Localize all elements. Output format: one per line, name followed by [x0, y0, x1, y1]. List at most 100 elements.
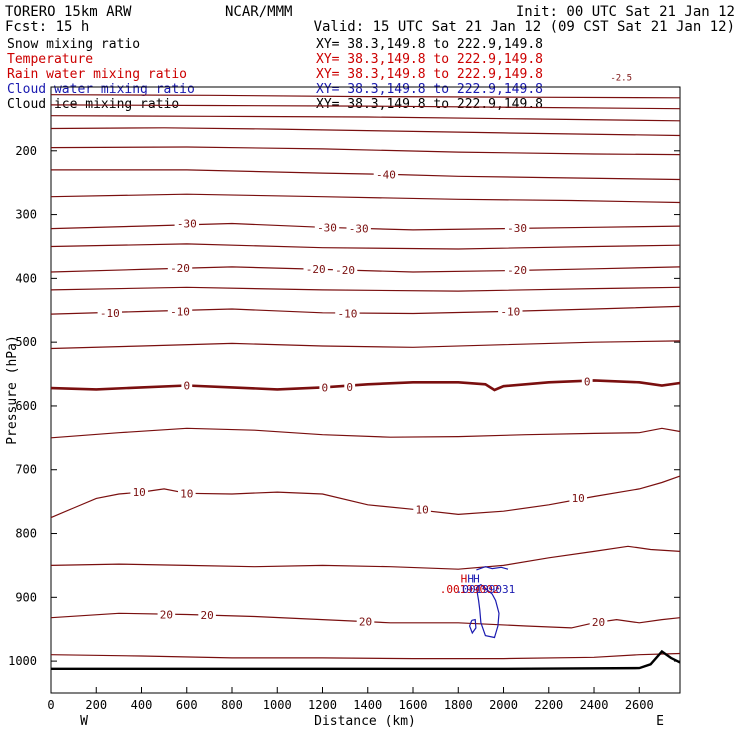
contour-label: 0	[584, 376, 591, 389]
isotherm-m20	[50, 266, 681, 273]
contour-label: -40	[376, 168, 396, 181]
contour-label: 10	[133, 486, 146, 499]
isotherm-m50	[50, 127, 681, 137]
contour-label-bg	[344, 380, 356, 393]
isotherm-10	[50, 475, 681, 519]
contour-label-bg	[504, 264, 530, 277]
field-xy-cloud-water: XY= 38.3,149.8 to 222.9,149.8	[316, 82, 543, 97]
isotherm-0	[50, 379, 681, 392]
contour-label-layer: -40 -30 -30 -30 -30 -20 -20 -20 -20 -10 -10 -10 -10 0…	[97, 74, 632, 629]
x-tick-label: 1600	[399, 698, 428, 712]
contour-label: 10	[572, 492, 585, 505]
overlap-label: -2.5	[610, 74, 632, 84]
contour-label-bg	[335, 307, 360, 320]
contour-label-bg	[356, 615, 375, 628]
west-label: W	[80, 714, 88, 729]
terrain-layer	[51, 649, 681, 670]
contour-label: 20	[592, 616, 605, 629]
terrain-line	[51, 649, 681, 670]
contour-label-bg	[504, 222, 530, 234]
x-tick-label: 200	[85, 698, 107, 712]
plot-frame	[50, 86, 681, 694]
y-tick-label: 400	[15, 271, 37, 285]
contour-label-bg	[198, 609, 216, 622]
y-tick-label: 900	[15, 590, 37, 604]
y-tick-label: 200	[15, 144, 37, 158]
field-xy-temperature: XY= 38.3,149.8 to 222.9,149.8	[316, 52, 543, 67]
max-marker: H	[473, 573, 480, 586]
field-legend: Snow mixing ratio XY= 38.3,149.8 to 222.…	[7, 37, 543, 112]
isotherm-m10	[50, 305, 681, 315]
x-tick-label: 1400	[353, 698, 382, 712]
x-tick-label: 1200	[308, 698, 337, 712]
x-tick-label: 2200	[534, 698, 563, 712]
contour-label: -10	[500, 306, 520, 319]
y-tick-label: 800	[15, 527, 37, 541]
contour-label: -20	[306, 263, 326, 276]
contour-label: -20	[335, 264, 355, 277]
contour-label: 20	[160, 609, 173, 622]
contour-label-bg	[167, 262, 193, 275]
y-tick-label: 700	[15, 463, 37, 477]
isotherm-m65	[50, 94, 681, 99]
contour-label: -30	[507, 222, 527, 235]
contour-label: -20	[170, 262, 190, 275]
contour-label: -10	[170, 306, 190, 319]
max-value-label: .00199031	[456, 583, 516, 596]
contour-label: -20	[507, 264, 527, 277]
isotherm-m60	[50, 104, 681, 110]
field-xy-snow: XY= 38.3,149.8 to 222.9,149.8	[316, 37, 543, 52]
cloud-water-contour	[476, 566, 509, 571]
field-name-cloud-water: Cloud water mixing ratio	[7, 82, 195, 97]
contour-label-bg	[589, 616, 608, 629]
cloud-water-layer	[468, 566, 509, 639]
contour-label-bg	[413, 503, 431, 516]
field-xy-cloud-ice: XY= 38.3,149.8 to 222.9,149.8	[316, 97, 543, 112]
cloud-water-contour	[475, 583, 500, 639]
x-tick-label: 400	[131, 698, 153, 712]
contour-label-bg	[498, 305, 523, 318]
x-tick-label: 600	[176, 698, 198, 712]
contour-label-bg	[167, 305, 193, 318]
isotherm-m45	[50, 146, 681, 156]
contour-label-bg	[97, 306, 122, 319]
isotherm-m40	[51, 169, 681, 181]
contour-label-bg	[581, 375, 593, 388]
x-tick-label: 0	[47, 698, 54, 712]
contour-label: -30	[317, 221, 337, 234]
contour-label: -30	[177, 218, 197, 231]
x-tick-label: 1000	[263, 698, 292, 712]
contour-label: -10	[100, 307, 120, 320]
isotherm-m35	[50, 193, 681, 204]
contour-label: 10	[415, 503, 428, 516]
forecast-hour: Fcst: 15 h	[5, 19, 89, 35]
isotherm-m15	[50, 286, 681, 292]
x-tick-label: 2000	[489, 698, 518, 712]
contour-label-bg	[314, 221, 340, 234]
field-xy-rain: XY= 38.3,149.8 to 222.9,149.8	[316, 67, 543, 82]
center-title: NCAR/MMM	[225, 4, 292, 20]
x-axis-title: Distance (km)	[314, 714, 416, 729]
isotherm-20	[50, 612, 681, 629]
contour-label-bg	[346, 222, 371, 235]
field-name-rain: Rain water mixing ratio	[7, 67, 187, 82]
contour-label-bg	[181, 379, 193, 392]
contour-label-bg	[332, 264, 358, 277]
field-name-snow: Snow mixing ratio	[7, 37, 140, 52]
isotherm-m55	[50, 115, 681, 122]
x-tick-label: 2400	[580, 698, 609, 712]
field-name-temperature: Temperature	[7, 52, 93, 67]
contour-label-bg	[178, 487, 196, 500]
contour-label-bg	[569, 491, 587, 504]
east-label: E	[656, 714, 664, 729]
contour-label-bg	[157, 608, 176, 621]
contour-label-bg	[319, 381, 331, 394]
max-marker: H	[467, 573, 474, 586]
header: TORERO 15km ARW NCAR/MMM Init: 00 UTC Sa…	[5, 4, 735, 35]
contour-label: 0	[321, 381, 328, 394]
cloud-water-contour	[468, 618, 477, 635]
contour-label: -30	[349, 223, 369, 236]
x-tick-label: 2600	[625, 698, 654, 712]
contour-label-bg	[373, 168, 399, 181]
max-marker: H	[461, 573, 468, 586]
